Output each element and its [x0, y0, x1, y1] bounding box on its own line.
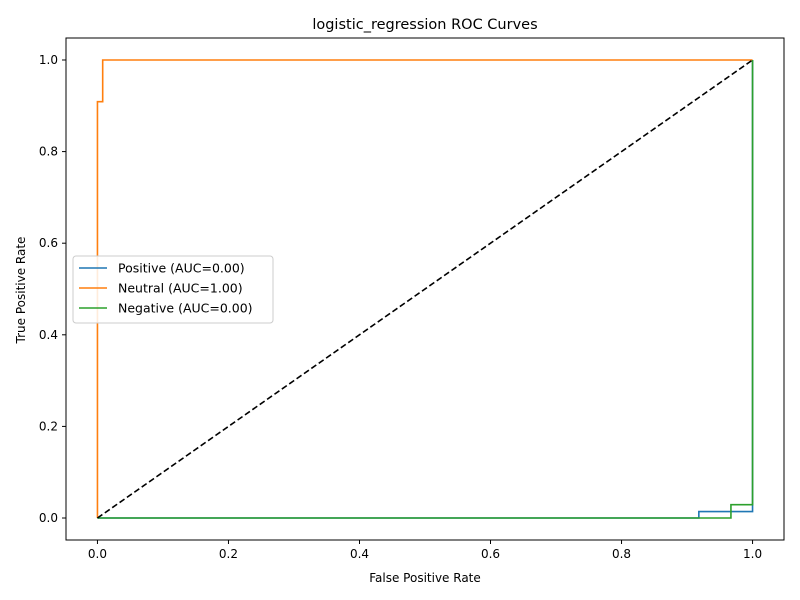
series-line-3 [97, 59, 754, 519]
chart-title: logistic_regression ROC Curves [312, 17, 537, 33]
y-tick-label: 0.2 [39, 419, 58, 433]
y-tick-label: 0.4 [39, 328, 58, 342]
legend-box [72, 255, 274, 324]
legend-label-2: Neutral (AUC=1.00) [118, 281, 243, 296]
legend: Positive (AUC=0.00) Neutral (AUC=1.00) Neg… [72, 255, 274, 324]
reference-diagonal-line [96, 59, 754, 519]
x-tick-label: 0.2 [219, 547, 238, 561]
y-axis: 0.0 0.2 0.4 0.6 0.8 1.0 [39, 53, 66, 525]
plot-frame [65, 37, 785, 541]
y-axis-label: True Positive Rate [14, 237, 28, 345]
legend-label-3: Negative (AUC=0.00) [118, 301, 253, 316]
x-tick-label: 0.8 [612, 547, 631, 561]
y-tick-label: 0.8 [39, 145, 58, 159]
y-tick-label: 0.6 [39, 236, 58, 250]
x-tick-label: 0.6 [481, 547, 500, 561]
plot-area [65, 37, 785, 541]
y-tick-label: 0.0 [39, 511, 58, 525]
y-tick-label: 1.0 [39, 53, 58, 67]
series-line-2 [96, 59, 753, 519]
x-tick-label: 0.0 [88, 547, 107, 561]
x-axis: 0.0 0.2 0.4 0.6 0.8 1.0 [88, 540, 762, 561]
x-tick-label: 0.4 [350, 547, 369, 561]
x-tick-label: 1.0 [743, 547, 762, 561]
legend-label-1: Positive (AUC=0.00) [118, 261, 245, 276]
x-axis-label: False Positive Rate [369, 571, 481, 585]
